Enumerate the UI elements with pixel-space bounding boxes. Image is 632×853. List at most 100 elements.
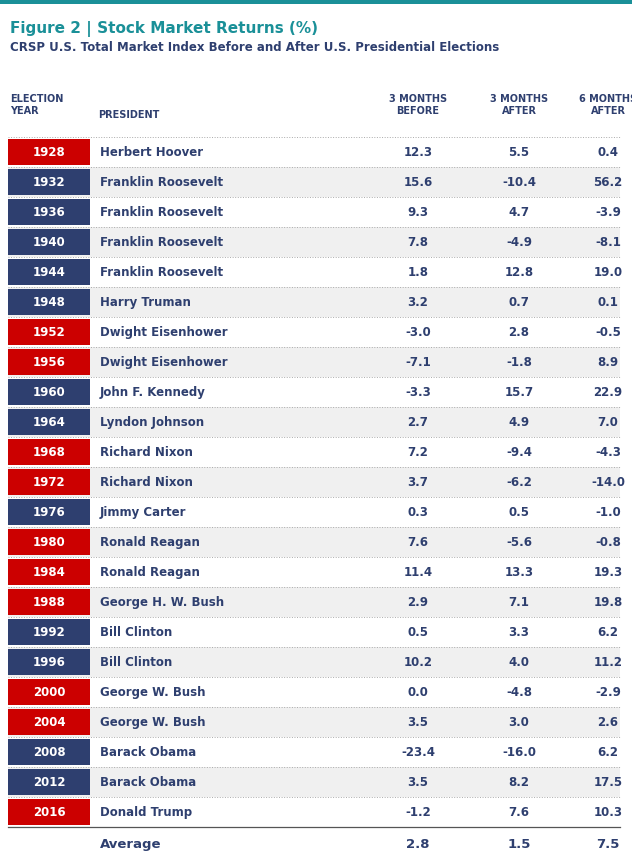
Text: 19.3: 19.3 bbox=[593, 566, 623, 579]
Text: Dwight Eisenhower: Dwight Eisenhower bbox=[100, 356, 228, 369]
Text: 1984: 1984 bbox=[33, 566, 66, 579]
Text: 1932: 1932 bbox=[33, 177, 65, 189]
Text: 1960: 1960 bbox=[33, 386, 65, 399]
Text: Bill Clinton: Bill Clinton bbox=[100, 626, 173, 639]
Text: 3 MONTHS
AFTER: 3 MONTHS AFTER bbox=[490, 94, 548, 116]
Bar bbox=[8, 589, 90, 615]
Text: 5.5: 5.5 bbox=[508, 147, 530, 160]
Text: -1.2: -1.2 bbox=[405, 805, 431, 819]
Text: 2.8: 2.8 bbox=[509, 326, 530, 339]
Text: Ronald Reagan: Ronald Reagan bbox=[100, 566, 200, 579]
Text: 11.2: 11.2 bbox=[593, 656, 623, 669]
Text: -4.3: -4.3 bbox=[595, 446, 621, 459]
Text: 2.8: 2.8 bbox=[406, 838, 430, 850]
Text: -16.0: -16.0 bbox=[502, 746, 536, 758]
Text: -3.3: -3.3 bbox=[405, 386, 431, 399]
Bar bbox=[8, 530, 90, 555]
Text: 7.1: 7.1 bbox=[509, 595, 530, 609]
Bar bbox=[8, 769, 90, 795]
Text: Richard Nixon: Richard Nixon bbox=[100, 476, 193, 489]
Text: 4.7: 4.7 bbox=[509, 206, 530, 219]
Bar bbox=[8, 290, 90, 316]
Bar bbox=[8, 287, 620, 317]
Bar bbox=[8, 467, 620, 497]
Text: 22.9: 22.9 bbox=[593, 386, 623, 399]
Bar bbox=[8, 258, 620, 287]
Text: 13.3: 13.3 bbox=[504, 566, 533, 579]
Text: 7.0: 7.0 bbox=[598, 416, 619, 429]
Text: 2.6: 2.6 bbox=[597, 716, 619, 728]
Text: 3.5: 3.5 bbox=[408, 716, 428, 728]
Bar bbox=[8, 560, 90, 585]
Bar bbox=[8, 378, 620, 408]
Text: 6.2: 6.2 bbox=[597, 746, 619, 758]
Text: George H. W. Bush: George H. W. Bush bbox=[100, 595, 224, 609]
Text: Franklin Roosevelt: Franklin Roosevelt bbox=[100, 236, 223, 249]
Text: 11.4: 11.4 bbox=[403, 566, 432, 579]
Bar bbox=[8, 557, 620, 588]
Text: 1972: 1972 bbox=[33, 476, 65, 489]
Text: Donald Trump: Donald Trump bbox=[100, 805, 192, 819]
Text: 3.7: 3.7 bbox=[408, 476, 428, 489]
Text: 15.6: 15.6 bbox=[403, 177, 433, 189]
Text: 3.0: 3.0 bbox=[509, 716, 530, 728]
Text: 7.6: 7.6 bbox=[509, 805, 530, 819]
Text: -3.0: -3.0 bbox=[405, 326, 431, 339]
Text: 4.9: 4.9 bbox=[508, 416, 530, 429]
Text: 1956: 1956 bbox=[33, 356, 66, 369]
Text: -3.9: -3.9 bbox=[595, 206, 621, 219]
Bar bbox=[8, 740, 90, 765]
Text: Franklin Roosevelt: Franklin Roosevelt bbox=[100, 206, 223, 219]
Text: 1928: 1928 bbox=[33, 147, 65, 160]
Bar bbox=[8, 380, 90, 405]
Text: 1964: 1964 bbox=[33, 416, 66, 429]
Text: 0.3: 0.3 bbox=[408, 506, 428, 519]
Text: 3.3: 3.3 bbox=[509, 626, 530, 639]
Text: ELECTION
YEAR: ELECTION YEAR bbox=[10, 94, 63, 116]
Text: 12.3: 12.3 bbox=[403, 147, 432, 160]
Text: 1936: 1936 bbox=[33, 206, 65, 219]
Text: 1948: 1948 bbox=[33, 296, 66, 309]
Text: 2.9: 2.9 bbox=[408, 595, 428, 609]
Text: 9.3: 9.3 bbox=[408, 206, 428, 219]
Text: -14.0: -14.0 bbox=[591, 476, 625, 489]
Text: 4.0: 4.0 bbox=[509, 656, 530, 669]
Text: Richard Nixon: Richard Nixon bbox=[100, 446, 193, 459]
Text: 1.5: 1.5 bbox=[507, 838, 531, 850]
Text: 0.0: 0.0 bbox=[408, 686, 428, 699]
Text: Dwight Eisenhower: Dwight Eisenhower bbox=[100, 326, 228, 339]
Text: 2016: 2016 bbox=[33, 805, 65, 819]
Text: 10.2: 10.2 bbox=[403, 656, 432, 669]
Text: Lyndon Johnson: Lyndon Johnson bbox=[100, 416, 204, 429]
Text: Average: Average bbox=[100, 838, 162, 850]
Bar bbox=[8, 168, 620, 198]
Bar bbox=[0, 0, 632, 5]
Text: -7.1: -7.1 bbox=[405, 356, 431, 369]
Text: 0.1: 0.1 bbox=[598, 296, 619, 309]
Text: Franklin Roosevelt: Franklin Roosevelt bbox=[100, 266, 223, 279]
Text: 7.6: 7.6 bbox=[408, 536, 428, 548]
Text: 19.0: 19.0 bbox=[593, 266, 623, 279]
Bar bbox=[8, 408, 620, 438]
Bar bbox=[8, 320, 90, 345]
Text: -0.5: -0.5 bbox=[595, 326, 621, 339]
Bar bbox=[8, 649, 90, 676]
Text: 1996: 1996 bbox=[33, 656, 66, 669]
Text: -2.9: -2.9 bbox=[595, 686, 621, 699]
Bar bbox=[8, 647, 620, 677]
Text: George W. Bush: George W. Bush bbox=[100, 686, 205, 699]
Bar bbox=[8, 317, 620, 347]
Bar bbox=[8, 229, 90, 256]
Text: 1.8: 1.8 bbox=[408, 266, 428, 279]
Text: -0.8: -0.8 bbox=[595, 536, 621, 548]
Text: 17.5: 17.5 bbox=[593, 775, 623, 788]
Text: 1940: 1940 bbox=[33, 236, 65, 249]
Bar bbox=[8, 439, 90, 466]
Text: Barack Obama: Barack Obama bbox=[100, 746, 197, 758]
Bar bbox=[8, 619, 90, 645]
Text: 1988: 1988 bbox=[33, 595, 66, 609]
Text: 8.2: 8.2 bbox=[509, 775, 530, 788]
Text: 2000: 2000 bbox=[33, 686, 65, 699]
Text: -9.4: -9.4 bbox=[506, 446, 532, 459]
Text: 3 MONTHS
BEFORE: 3 MONTHS BEFORE bbox=[389, 94, 447, 116]
